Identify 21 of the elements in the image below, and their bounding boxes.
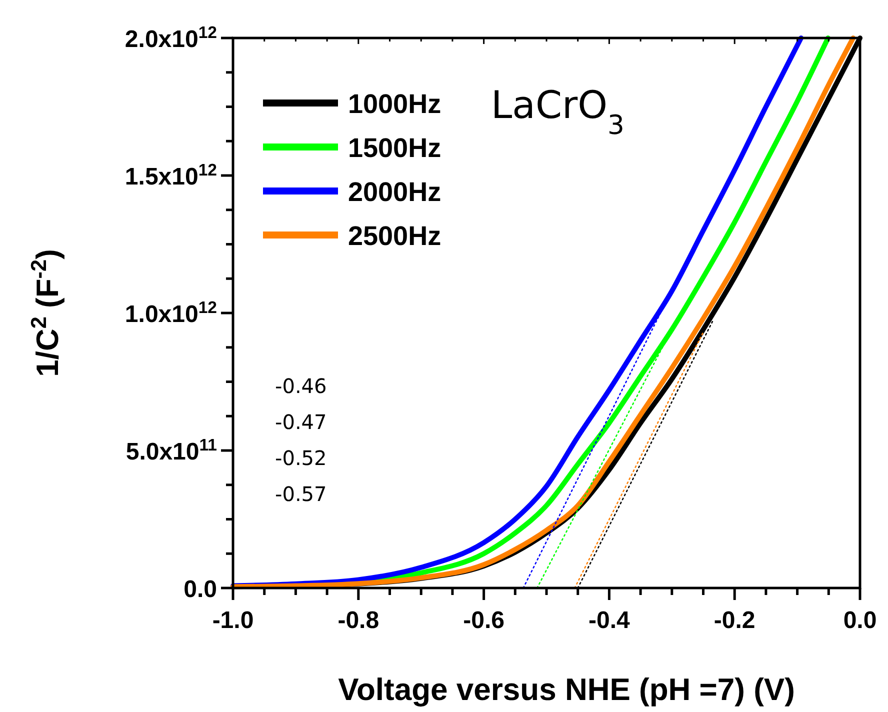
legend-label: 1000Hz	[348, 89, 442, 119]
legend-label: 2500Hz	[348, 221, 442, 251]
annotation: -0.47	[275, 410, 327, 434]
x-tick-label: -1.0	[212, 607, 254, 634]
annotation: -0.52	[275, 446, 327, 470]
y-tick-label: 2.0x10$^{12}$	[124, 22, 217, 53]
annotation: -0.57	[275, 482, 327, 506]
x-tick-label: -0.2	[714, 607, 756, 634]
legend-label: 2000Hz	[348, 177, 442, 207]
y-tick-label: 0.0	[184, 576, 217, 603]
x-tick-label: -0.4	[588, 607, 631, 634]
y-tick-label: 1.5x10$^{12}$	[124, 160, 217, 190]
y-tick-label: 1.0x10$^{12}$	[124, 298, 217, 328]
annotation: LaCrO$_{3}$	[491, 83, 624, 140]
x-tick-label: -0.6	[463, 607, 504, 634]
x-tick-label: 0.0	[843, 607, 877, 634]
x-tick-label: -0.8	[338, 607, 380, 634]
legend-label: 1500Hz	[348, 133, 442, 163]
annotation: -0.46	[275, 374, 327, 398]
x-axis-title: Voltage versus NHE (pH =7) (V)	[338, 672, 795, 707]
y-tick-label: 5.0x10$^{11}$	[126, 435, 217, 466]
